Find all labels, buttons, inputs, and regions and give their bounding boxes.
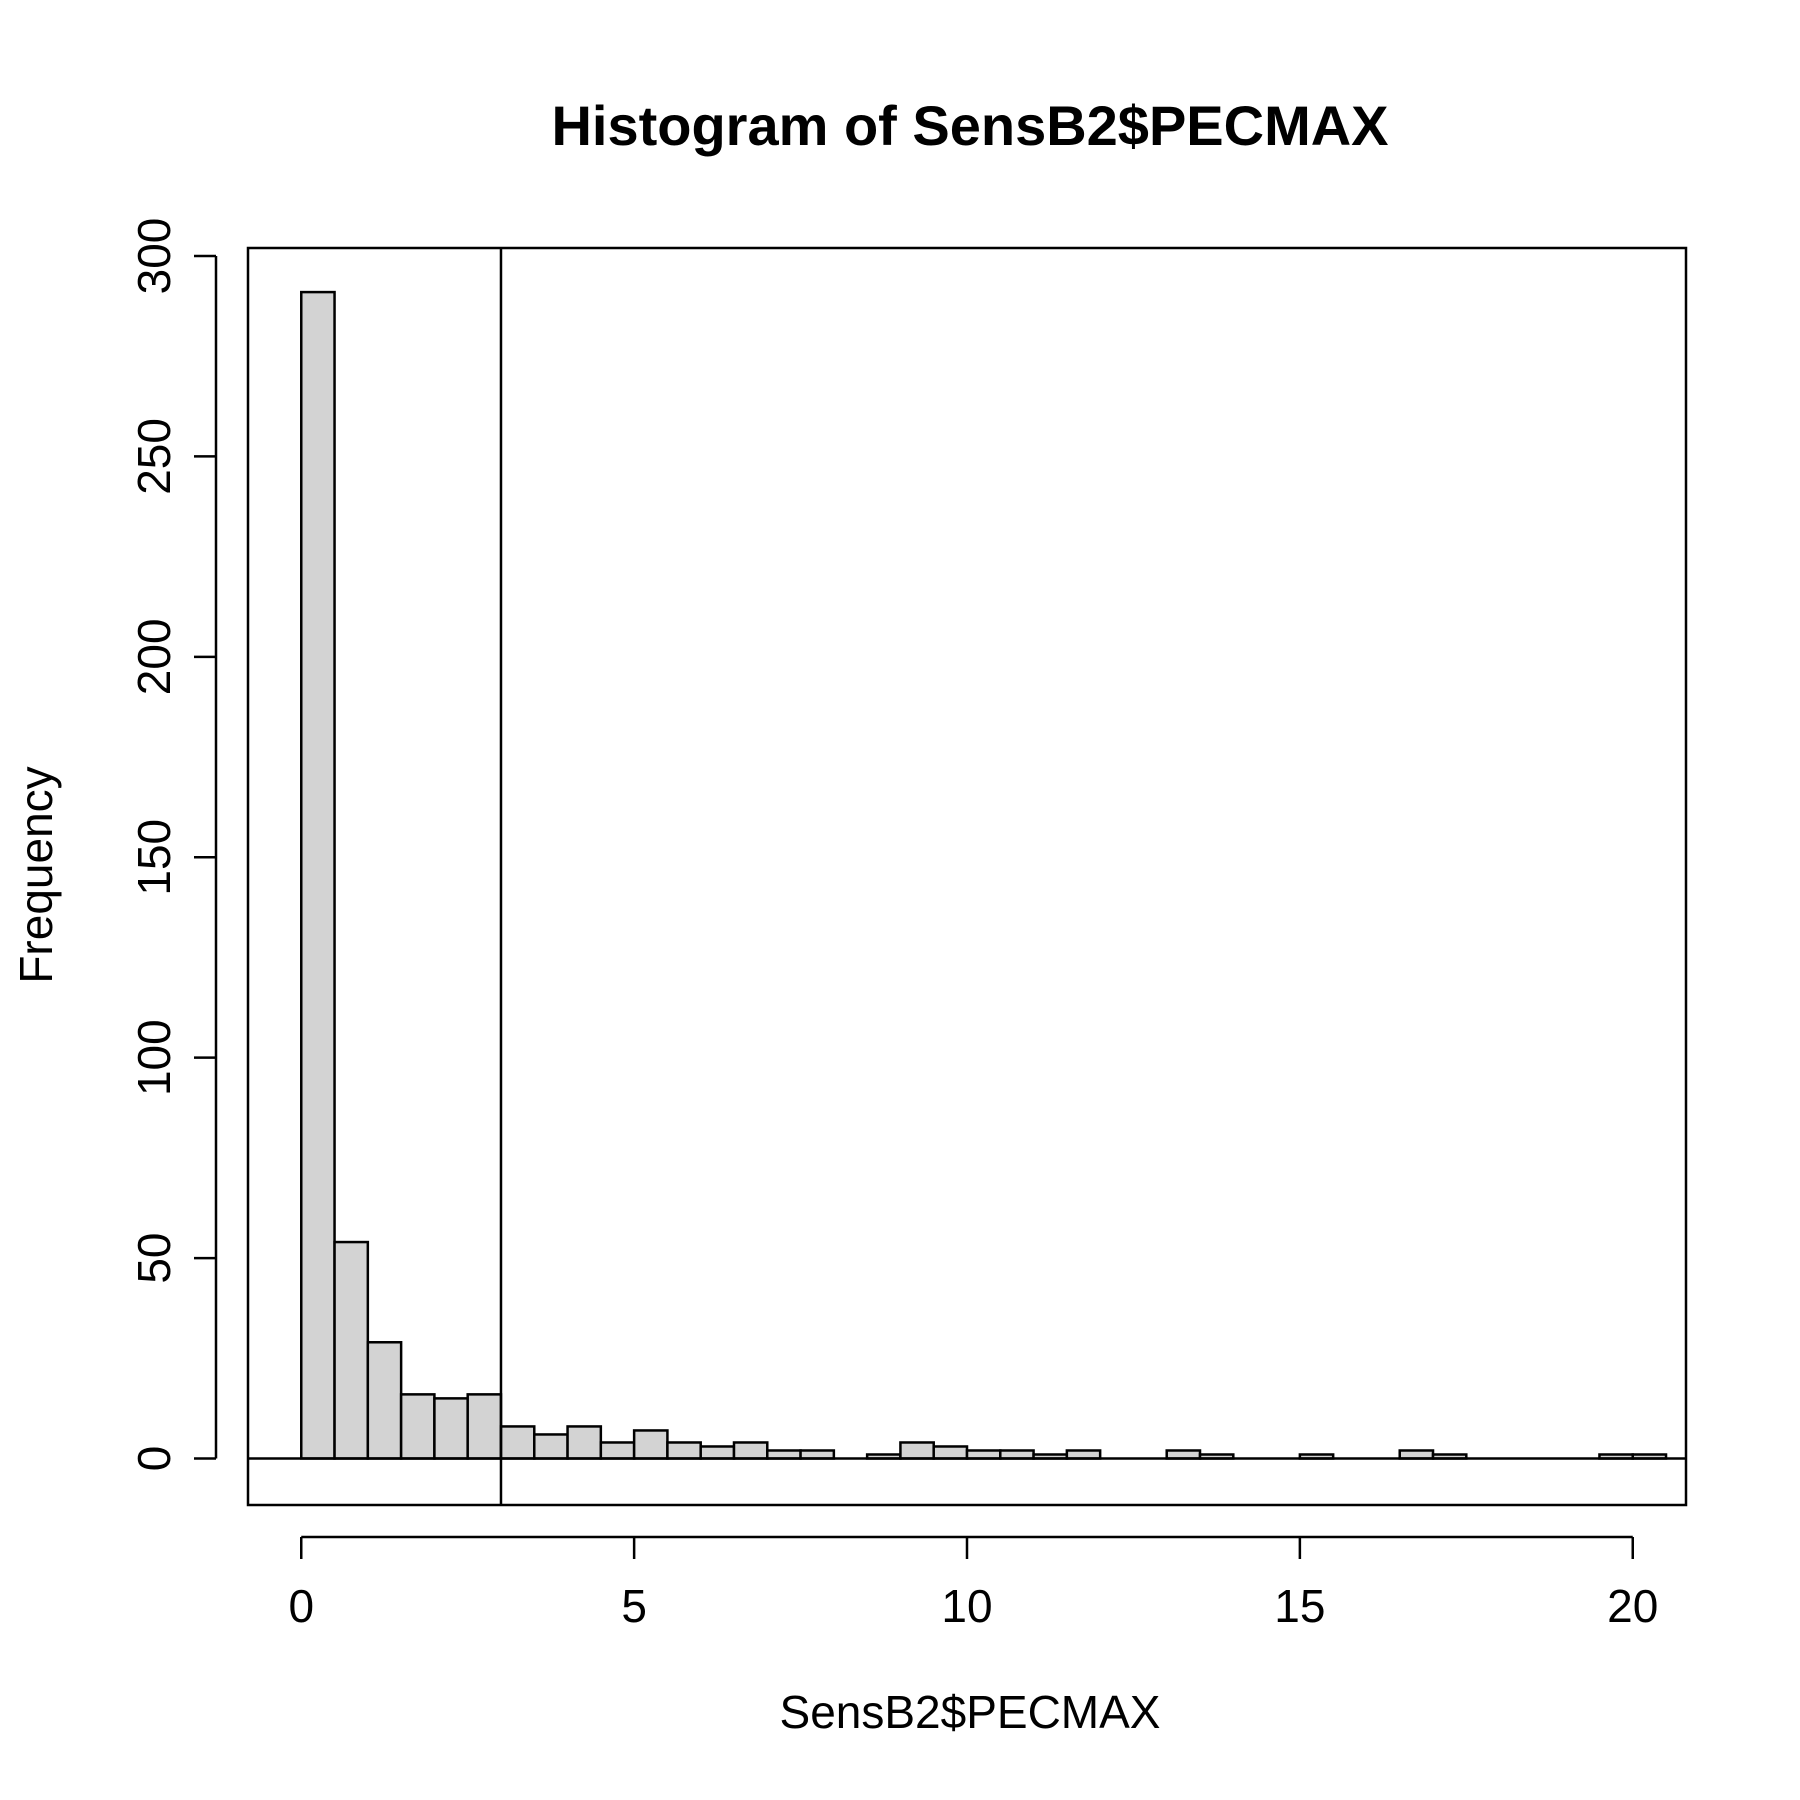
bars-group bbox=[300, 290, 1668, 1460]
histogram-bar bbox=[699, 1445, 736, 1460]
x-axis: 0 5 10 15 20 bbox=[288, 1535, 1658, 1632]
x-tick-label: 5 bbox=[621, 1580, 647, 1632]
reference-line-group bbox=[248, 248, 1686, 1505]
y-tick-label: 50 bbox=[128, 1233, 180, 1284]
histogram-bar bbox=[399, 1393, 436, 1460]
y-tick-label: 300 bbox=[128, 218, 180, 295]
x-tick-label: 20 bbox=[1607, 1580, 1658, 1632]
histogram-bar bbox=[932, 1445, 969, 1460]
histogram-bar bbox=[433, 1397, 469, 1460]
histogram-bar bbox=[333, 1240, 370, 1460]
histogram-bar bbox=[599, 1441, 636, 1460]
y-axis: 0 50 100 150 200 250 300 bbox=[128, 218, 218, 1472]
y-tick-label: 0 bbox=[128, 1446, 180, 1472]
histogram-bar bbox=[566, 1425, 603, 1460]
x-tick-label: 0 bbox=[288, 1580, 314, 1632]
y-tick-label: 100 bbox=[128, 1019, 180, 1096]
plot-frame bbox=[246, 246, 1688, 1507]
y-tick-label: 200 bbox=[128, 618, 180, 695]
y-tick-label: 250 bbox=[128, 418, 180, 495]
x-tick-label: 15 bbox=[1274, 1580, 1325, 1632]
histogram-bar bbox=[366, 1341, 403, 1460]
y-axis-label: Frequency bbox=[10, 766, 62, 983]
x-axis-label: SensB2$PECMAX bbox=[780, 1686, 1161, 1738]
histogram-bar bbox=[899, 1441, 935, 1460]
histogram-bar bbox=[499, 1425, 536, 1460]
histogram-bar bbox=[666, 1441, 702, 1460]
histogram-bar bbox=[300, 290, 336, 1460]
x-tick-label: 10 bbox=[941, 1580, 992, 1632]
histogram-bar bbox=[732, 1441, 769, 1460]
y-tick-label: 150 bbox=[128, 819, 180, 896]
chart-title: Histogram of SensB2$PECMAX bbox=[551, 94, 1388, 157]
histogram-bar bbox=[632, 1429, 669, 1460]
histogram-bar bbox=[466, 1393, 503, 1460]
histogram-bar bbox=[533, 1433, 569, 1460]
